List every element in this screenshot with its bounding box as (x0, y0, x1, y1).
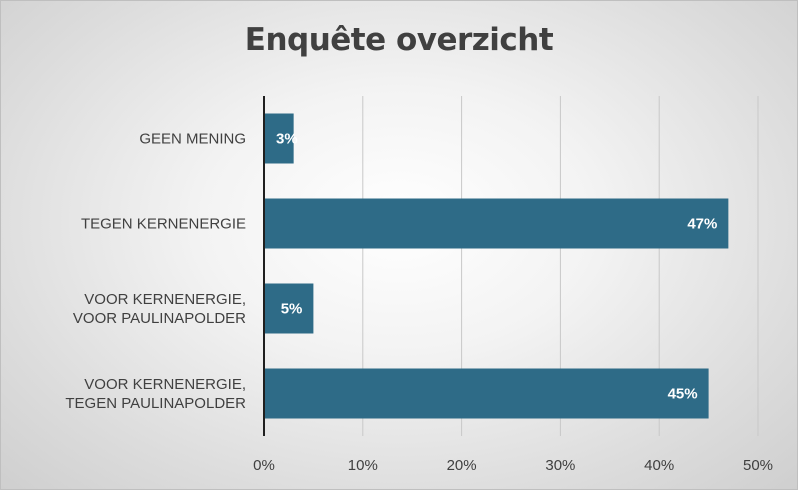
x-tick-label: 30% (545, 457, 575, 474)
category-label: TEGEN KERNENERGIE (81, 216, 246, 233)
x-tick-label: 0% (253, 457, 275, 474)
bar (264, 113, 294, 164)
bar (264, 198, 729, 249)
tick-labels: 0% 10% 20% 30% 40% 50% (253, 457, 773, 474)
chart-title: Enquête overzicht (244, 22, 554, 58)
bar (264, 283, 314, 334)
data-label: 45% (668, 386, 698, 403)
data-label: 47% (687, 216, 717, 233)
category-label: GEEN MENING (139, 131, 246, 148)
category-label: VOOR KERNENERGIE, TEGEN PAULINAPOLDER (65, 376, 246, 412)
bars (264, 113, 729, 419)
category-label: VOOR KERNENERGIE, VOOR PAULINAPOLDER (73, 291, 246, 327)
x-tick-label: 10% (348, 457, 378, 474)
bar (264, 368, 709, 419)
x-tick-label: 40% (644, 457, 674, 474)
x-tick-label: 50% (743, 457, 773, 474)
x-tick-label: 20% (447, 457, 477, 474)
data-labels: 3% 47% 5% 45% (276, 131, 717, 403)
data-label: 3% (276, 131, 298, 148)
data-label: 5% (281, 301, 303, 318)
category-labels: GEEN MENING TEGEN KERNENERGIE VOOR KERNENE… (65, 131, 246, 413)
